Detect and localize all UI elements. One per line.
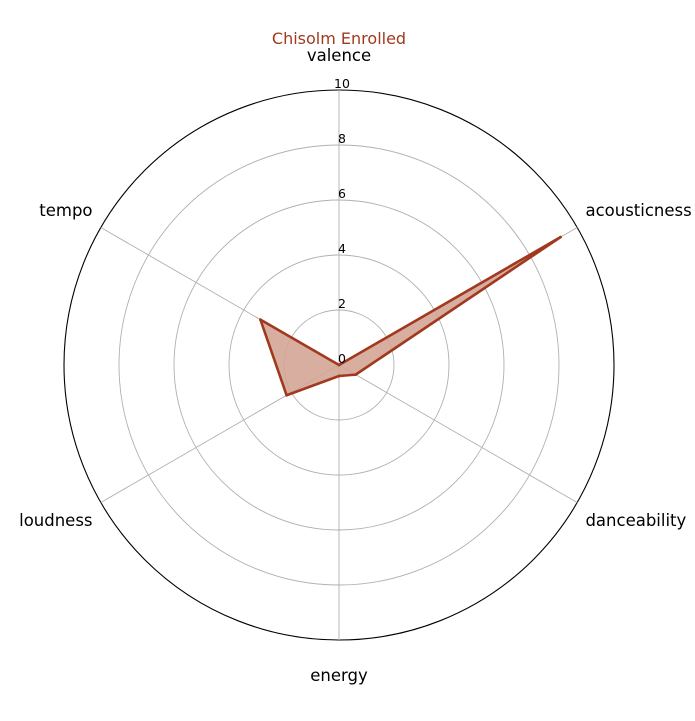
data-point-danceability bbox=[354, 373, 358, 377]
axis-label-danceability: danceability bbox=[585, 511, 686, 530]
radar-series bbox=[259, 235, 562, 397]
tick-label-0: 0 bbox=[338, 351, 346, 366]
series-area-0 bbox=[260, 237, 561, 396]
data-point-tempo bbox=[259, 318, 262, 322]
tick-label-6: 6 bbox=[338, 186, 346, 201]
axis-label-tempo: tempo bbox=[39, 201, 92, 220]
data-point-acousticness bbox=[559, 235, 562, 239]
data-point-valence bbox=[337, 363, 341, 367]
tick-label-8: 8 bbox=[338, 131, 346, 146]
tick-label-4: 4 bbox=[338, 241, 346, 256]
spoke-danceability bbox=[338, 364, 578, 503]
data-point-loudness bbox=[285, 393, 289, 397]
axis-label-acousticness: acousticness bbox=[585, 201, 691, 220]
tick-label-10: 10 bbox=[334, 76, 350, 91]
axis-label-valence: valence bbox=[307, 46, 371, 65]
radial-tick-labels: 0 2 4 6 8 10 bbox=[334, 76, 350, 366]
axis-label-energy: energy bbox=[310, 666, 368, 685]
data-point-energy bbox=[337, 374, 341, 378]
axis-labels: valence acousticness danceability energy lou… bbox=[19, 46, 692, 685]
chart-title: Chisolm Enrolled bbox=[272, 29, 406, 48]
tick-label-2: 2 bbox=[338, 296, 346, 311]
axis-label-loudness: loudness bbox=[19, 511, 92, 530]
